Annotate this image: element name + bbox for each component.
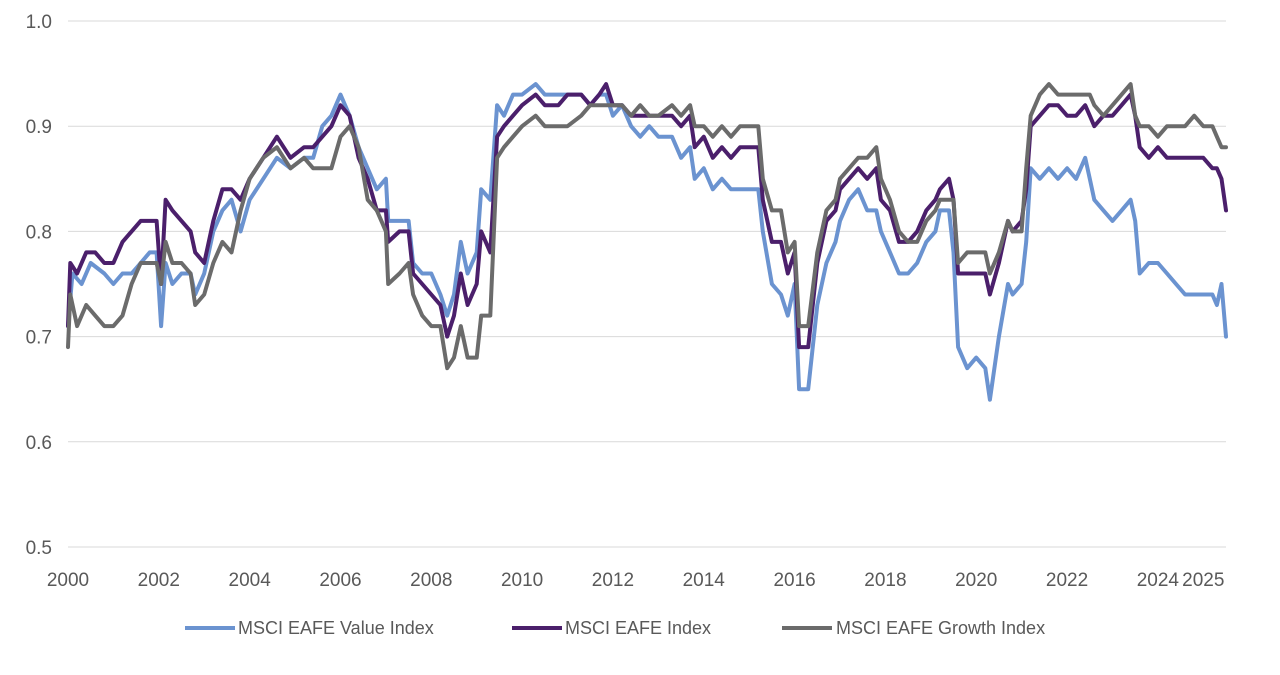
x-tick-label: 2016: [773, 570, 815, 591]
y-tick-label: 0.5: [26, 538, 52, 559]
series-lines: [66, 82, 1228, 402]
x-tick-label: 2024: [1137, 570, 1180, 591]
series-line-eafe: [66, 82, 1228, 350]
series-line-growth: [66, 82, 1228, 371]
y-tick-label: 0.8: [26, 222, 52, 243]
x-tick-label: 2025: [1182, 570, 1224, 591]
gridlines: [68, 20, 1226, 548]
x-tick-label: 2020: [955, 570, 997, 591]
x-tick-label: 2006: [319, 570, 361, 591]
x-tick-label: 2004: [229, 570, 272, 591]
x-tick-label: 2008: [410, 570, 452, 591]
y-tick-label: 0.9: [26, 117, 52, 138]
x-tick-label: 2012: [592, 570, 634, 591]
x-tick-label: 2022: [1046, 570, 1088, 591]
x-tick-label: 2014: [683, 570, 726, 591]
x-tick-label: 2002: [138, 570, 180, 591]
x-tick-label: 2000: [47, 570, 89, 591]
series-line-value: [66, 82, 1228, 402]
legend-label-eafe: MSCI EAFE Index: [565, 618, 711, 638]
legend: MSCI EAFE Value Index MSCI EAFE Index MS…: [185, 618, 1045, 638]
y-tick-label: 0.6: [26, 433, 52, 454]
y-tick-label: 1.0: [26, 12, 52, 33]
y-tick-label: 0.7: [26, 328, 52, 349]
x-tick-label: 2010: [501, 570, 543, 591]
legend-label-growth: MSCI EAFE Growth Index: [836, 618, 1045, 638]
x-axis-tick-labels: 2000 2002 2004 2006 2008 2010 2012 2014 2016 2018…: [47, 570, 1225, 591]
y-axis-tick-labels: 0.5 0.6 0.7 0.8 0.9 1.0: [26, 12, 52, 559]
legend-label-value: MSCI EAFE Value Index: [238, 618, 434, 638]
x-tick-label: 2018: [864, 570, 906, 591]
